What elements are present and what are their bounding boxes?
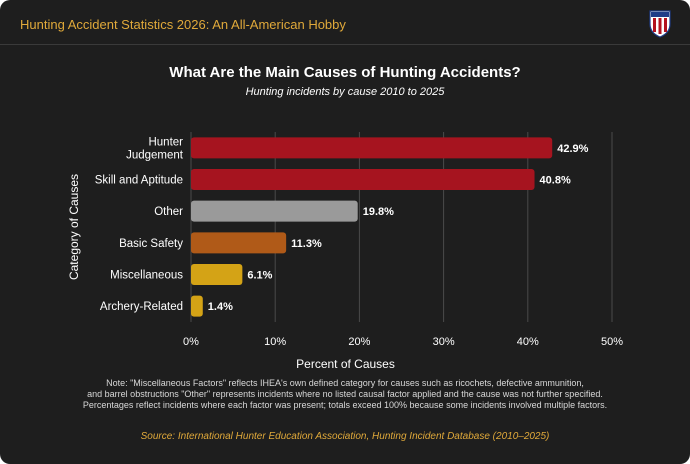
x-tick-label: 20%	[348, 336, 370, 348]
note-line: Note: "Miscellaneous Factors" reflects I…	[106, 378, 584, 388]
bar	[191, 232, 287, 254]
category-label: Judgement	[126, 149, 184, 161]
bar	[191, 137, 553, 159]
x-tick-label: 50%	[601, 336, 623, 348]
x-tick-label: 30%	[433, 336, 455, 348]
value-label: 40.8%	[540, 175, 571, 187]
note-line: and barrel obstructions "Other" represen…	[87, 389, 603, 399]
category-label: Hunter	[148, 136, 183, 148]
category-label: Other	[154, 206, 183, 218]
chart-subtitle: Hunting incidents by cause 2010 to 2025	[245, 86, 445, 98]
bar	[191, 169, 535, 190]
note-line: Percentages reflect incidents where each…	[82, 400, 608, 410]
header-title: Hunting Accident Statistics 2026: An All…	[20, 17, 346, 32]
chart-title: What Are the Main Causes of Hunting Acci…	[169, 64, 521, 81]
category-label: Basic Safety	[119, 238, 183, 250]
value-label: 1.4%	[208, 301, 233, 313]
value-label: 11.3%	[291, 238, 322, 250]
ammo-logo	[649, 10, 671, 38]
y-axis-title: Category of Causes	[67, 174, 81, 280]
bar	[191, 295, 203, 317]
category-label: Miscellaneous	[110, 270, 183, 282]
chart-note: Note: "Miscellaneous Factors" reflects I…	[40, 378, 650, 411]
x-tick-label: 0%	[183, 336, 199, 348]
value-label: 6.1%	[247, 270, 272, 282]
x-axis-title: Percent of Causes	[296, 357, 395, 371]
source-citation: Source: International Hunter Education A…	[140, 431, 550, 442]
value-label: 42.9%	[557, 143, 588, 155]
bar	[191, 200, 358, 222]
header-divider	[0, 44, 690, 45]
x-tick-label: 40%	[517, 336, 539, 348]
category-label: Archery-Related	[100, 301, 183, 313]
bar	[191, 264, 243, 285]
x-tick-label: 10%	[264, 336, 286, 348]
category-label: Skill and Aptitude	[95, 175, 183, 187]
value-label: 19.8%	[363, 206, 394, 218]
